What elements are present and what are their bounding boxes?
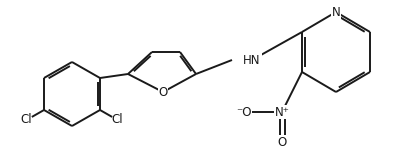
- Text: HN: HN: [243, 53, 261, 67]
- Text: N: N: [332, 6, 341, 18]
- Text: ⁻O: ⁻O: [236, 106, 252, 118]
- Text: Cl: Cl: [112, 113, 123, 127]
- Text: N⁺: N⁺: [275, 106, 289, 118]
- Text: Cl: Cl: [21, 113, 32, 127]
- Text: O: O: [158, 86, 168, 98]
- Text: O: O: [278, 136, 286, 149]
